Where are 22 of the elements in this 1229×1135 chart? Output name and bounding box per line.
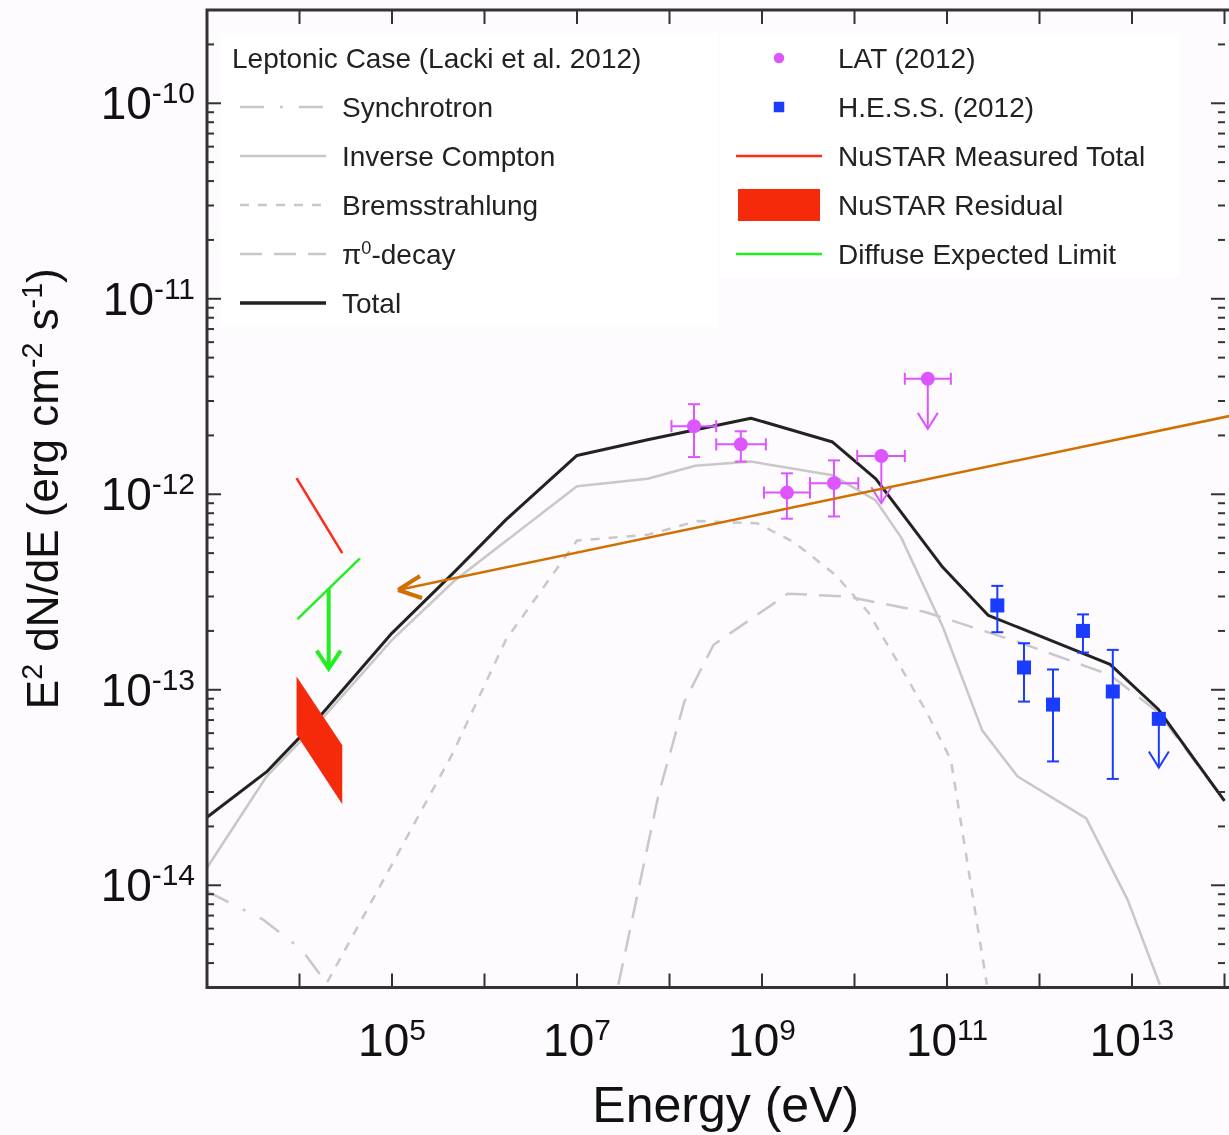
legend-label: H.E.S.S. (2012) (838, 92, 1035, 123)
legend-label: LAT (2012) (838, 43, 976, 74)
x-tick-label: 10$^{7}$ (543, 1012, 611, 1066)
legend-title: Leptonic Case (Lacki et al. 2012) (232, 43, 642, 74)
y-tick-label: 10$^{-14}$ (100, 857, 195, 912)
legend-label: Inverse Compton (342, 141, 556, 172)
x-axis-title: Energy (eV) (592, 1077, 860, 1133)
y-tick-label: 10$^{-13}$ (100, 662, 195, 716)
y-tick-label: 10$^{-12}$ (100, 466, 195, 521)
legend-label: NuSTAR Measured Total (838, 141, 1146, 172)
legend-label: Synchrotron (342, 92, 493, 123)
y-tick-label: 10$^{-10}$ (100, 75, 195, 130)
legend-label: Bremsstrahlung (342, 190, 539, 221)
y-tick-label: 10$^{-11}$ (102, 271, 195, 325)
legend-label: Total (342, 288, 402, 319)
legend-label: π$^{0}$-decay (342, 238, 456, 270)
legend-label: Diffuse Expected Limit (838, 239, 1117, 270)
x-tick-label: 10$^{11}$ (905, 1012, 989, 1066)
x-tick-label: 10$^{5}$ (358, 1012, 426, 1066)
x-tick-label: 10$^{9}$ (728, 1012, 796, 1066)
x-tick-label: 10$^{13}$ (1089, 1012, 1175, 1066)
legend-label: NuSTAR Residual (838, 190, 1064, 221)
